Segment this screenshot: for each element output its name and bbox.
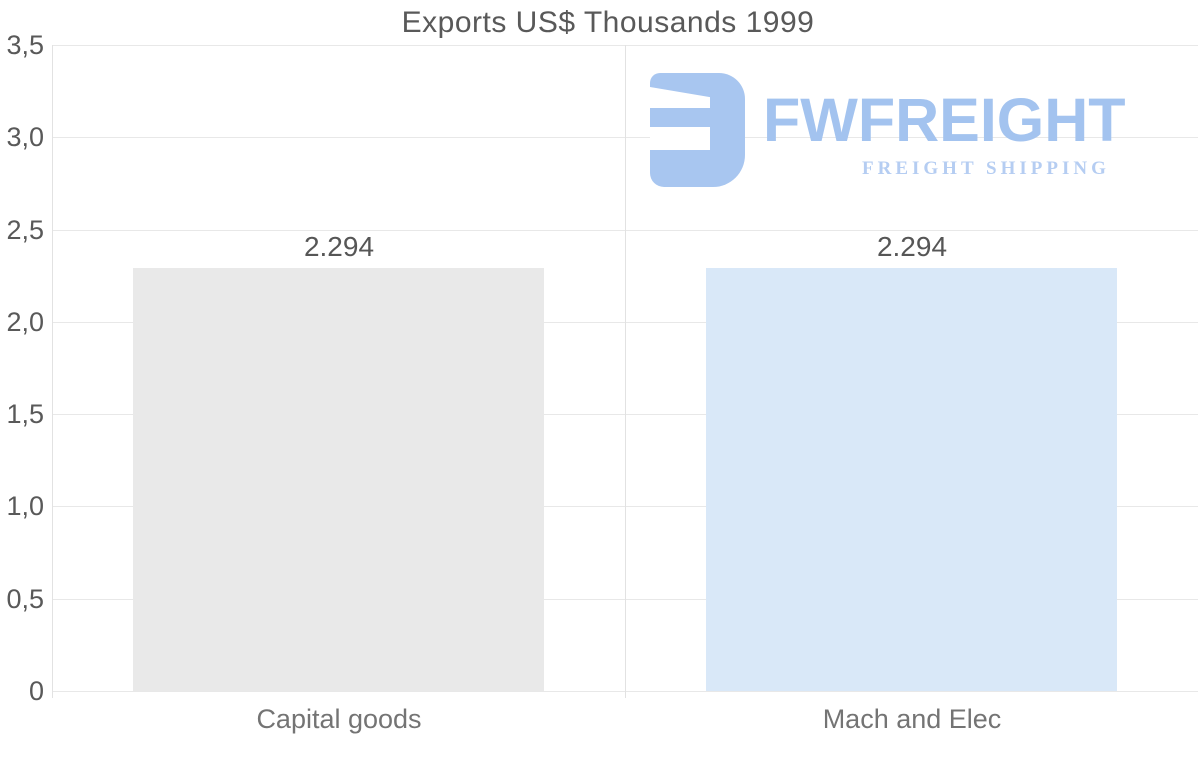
chart-title: Exports US$ Thousands 1999 <box>401 6 815 39</box>
y-tick-label: 1,0 <box>6 491 44 521</box>
y-tick-label: 3,5 <box>6 30 44 60</box>
y-tick-label: 2,0 <box>6 307 44 337</box>
watermark-wordmark: FWFREIGHT <box>763 86 1126 154</box>
bar-mach-and-elec <box>706 268 1117 691</box>
bar-capital-goods <box>133 268 544 691</box>
x-category-label: Capital goods <box>256 704 422 734</box>
bar-value-label: 2.294 <box>876 230 948 262</box>
watermark-logo: FWFREIGHT FREIGHT SHIPPING <box>650 73 1160 193</box>
y-tick-label: 3,0 <box>6 122 44 152</box>
plot-area <box>52 45 1198 698</box>
x-category-label: Mach and Elec <box>822 704 1002 734</box>
y-tick-label: 1,5 <box>6 399 44 429</box>
freight-logo-icon <box>650 73 745 187</box>
y-axis-line <box>52 45 53 698</box>
watermark-tagline: FREIGHT SHIPPING <box>862 158 1110 179</box>
logo-mark-cutout-middle <box>650 127 710 150</box>
y-tick-label: 0,5 <box>6 584 44 614</box>
category-separator-line <box>625 45 626 698</box>
y-tick-label: 2,5 <box>6 215 44 245</box>
bar-value-label: 2.294 <box>303 230 375 262</box>
y-tick-label: 0 <box>28 676 44 706</box>
